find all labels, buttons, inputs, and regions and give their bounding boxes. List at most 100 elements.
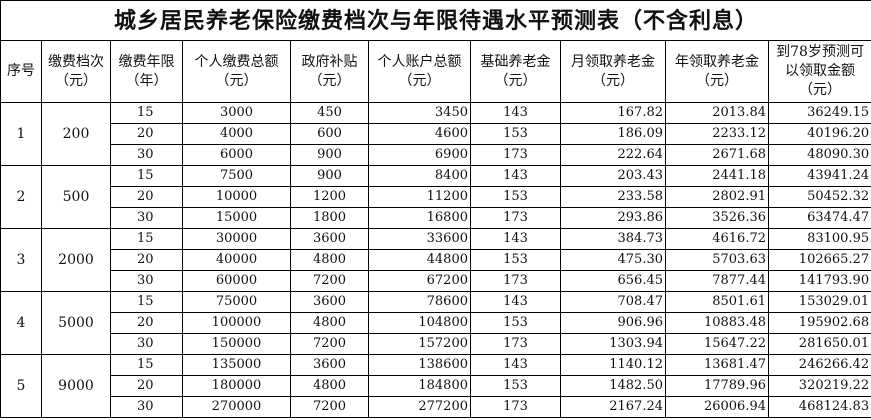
column-header: 政府补贴（元） [290, 40, 369, 103]
table-cell: 656.45 [560, 270, 666, 292]
table-cell: 153 [470, 312, 561, 334]
table-row: 30 6000 900 6900 173 222.64 2671.68 48090.30 [1, 144, 871, 166]
table-cell: 246266.42 [767, 354, 871, 376]
table-cell: 13681.47 [665, 354, 769, 376]
row-number: 4 [0, 291, 42, 355]
table-cell: 153 [470, 123, 561, 145]
table-cell: 222.64 [560, 144, 666, 166]
table-cell: 30 [110, 207, 183, 229]
table-cell: 4800 [290, 249, 369, 271]
table-cell: 40196.20 [767, 123, 871, 145]
table-cell: 475.30 [560, 249, 666, 271]
row-number: 2 [0, 165, 42, 229]
table-cell: 450 [290, 102, 369, 124]
column-header: 序号 [0, 40, 42, 103]
table-cell: 15 [110, 165, 183, 187]
table-cell: 138600 [368, 354, 471, 376]
table-cell: 36249.15 [767, 102, 871, 124]
table-cell: 320219.22 [767, 375, 871, 397]
column-header: 缴费档次（元） [41, 40, 111, 103]
table-cell: 141793.90 [767, 270, 871, 292]
table-cell: 50452.32 [767, 186, 871, 208]
table-row: 30 270000 7200 277200 173 2167.24 26006.94 4681… [1, 396, 871, 418]
table-cell: 40000 [182, 249, 291, 271]
table-row: 30 60000 7200 67200 173 656.45 7877.44 141793.9… [1, 270, 871, 292]
table-cell: 104800 [368, 312, 471, 334]
table-cell: 7877.44 [665, 270, 769, 292]
table-cell: 600 [290, 123, 369, 145]
table-cell: 1140.12 [560, 354, 666, 376]
table-cell: 173 [470, 207, 561, 229]
table-row: 30 150000 7200 157200 173 1303.94 15647.22 2816… [1, 333, 871, 355]
table-cell: 900 [290, 144, 369, 166]
table-title: 城乡居民养老保险缴费档次与年限待遇水平预测表（不含利息） [0, 0, 871, 41]
payment-level: 5000 [41, 291, 111, 355]
table-cell: 135000 [182, 354, 291, 376]
row-number: 3 [0, 228, 42, 292]
table-cell: 48090.30 [767, 144, 871, 166]
table-cell: 1303.94 [560, 333, 666, 355]
table-cell: 173 [470, 270, 561, 292]
table-cell: 384.73 [560, 228, 666, 250]
payment-level: 200 [41, 102, 111, 166]
table-cell: 20 [110, 123, 183, 145]
table-cell: 75000 [182, 291, 291, 313]
table-cell: 7200 [290, 333, 369, 355]
payment-level: 500 [41, 165, 111, 229]
table-cell: 100000 [182, 312, 291, 334]
table-row: 20 10000 1200 11200 153 233.58 2802.91 50452.32 [1, 186, 871, 208]
table-cell: 468124.83 [767, 396, 871, 418]
column-header: 月领取养老金（元） [560, 40, 666, 103]
row-number: 1 [0, 102, 42, 166]
table-cell: 233.58 [560, 186, 666, 208]
table-row: 1 200 15 3000 450 3450 143 167.82 2013.84 36249.1… [0, 102, 871, 166]
table-cell: 173 [470, 396, 561, 418]
table-cell: 180000 [182, 375, 291, 397]
table-row: 20 180000 4800 184800 153 1482.50 17789.96 3202… [1, 375, 871, 397]
table-cell: 2013.84 [665, 102, 769, 124]
table-cell: 6900 [368, 144, 471, 166]
table-cell: 16800 [368, 207, 471, 229]
table-cell: 11200 [368, 186, 471, 208]
table-cell: 20 [110, 375, 183, 397]
table-cell: 281650.01 [767, 333, 871, 355]
table-cell: 2167.24 [560, 396, 666, 418]
table-cell: 6000 [182, 144, 291, 166]
table-row: 3 2000 15 30000 3600 33600 143 384.73 4616.72 831… [0, 228, 871, 292]
table-cell: 10883.48 [665, 312, 769, 334]
table-cell: 184800 [368, 375, 471, 397]
table-cell: 15000 [182, 207, 291, 229]
table-cell: 270000 [182, 396, 291, 418]
table-cell: 3600 [290, 291, 369, 313]
table-cell: 15 [110, 354, 183, 376]
column-header: 年领取养老金（元） [665, 40, 769, 103]
table-cell: 3600 [290, 354, 369, 376]
table-cell: 7200 [290, 270, 369, 292]
table-cell: 8501.61 [665, 291, 769, 313]
table-cell: 44800 [368, 249, 471, 271]
table-cell: 30 [110, 144, 183, 166]
table-cell: 33600 [368, 228, 471, 250]
table-cell: 15 [110, 228, 183, 250]
table-cell: 30 [110, 396, 183, 418]
table-cell: 4800 [290, 375, 369, 397]
table-cell: 143 [470, 354, 561, 376]
payment-level: 9000 [41, 354, 111, 418]
table-cell: 1800 [290, 207, 369, 229]
table-cell: 4000 [182, 123, 291, 145]
column-header: 缴费年限（年） [110, 40, 183, 103]
table-cell: 7500 [182, 165, 291, 187]
table-cell: 43941.24 [767, 165, 871, 187]
table-cell: 203.43 [560, 165, 666, 187]
table-cell: 67200 [368, 270, 471, 292]
table-cell: 5703.63 [665, 249, 769, 271]
table-cell: 7200 [290, 396, 369, 418]
payment-level: 2000 [41, 228, 111, 292]
table-cell: 143 [470, 165, 561, 187]
table-cell: 153 [470, 375, 561, 397]
table-cell: 3000 [182, 102, 291, 124]
table-row: 20 4000 600 4600 153 186.09 2233.12 40196.20 [1, 123, 871, 145]
column-header: 个人缴费总额（元） [182, 40, 291, 103]
table-cell: 157200 [368, 333, 471, 355]
